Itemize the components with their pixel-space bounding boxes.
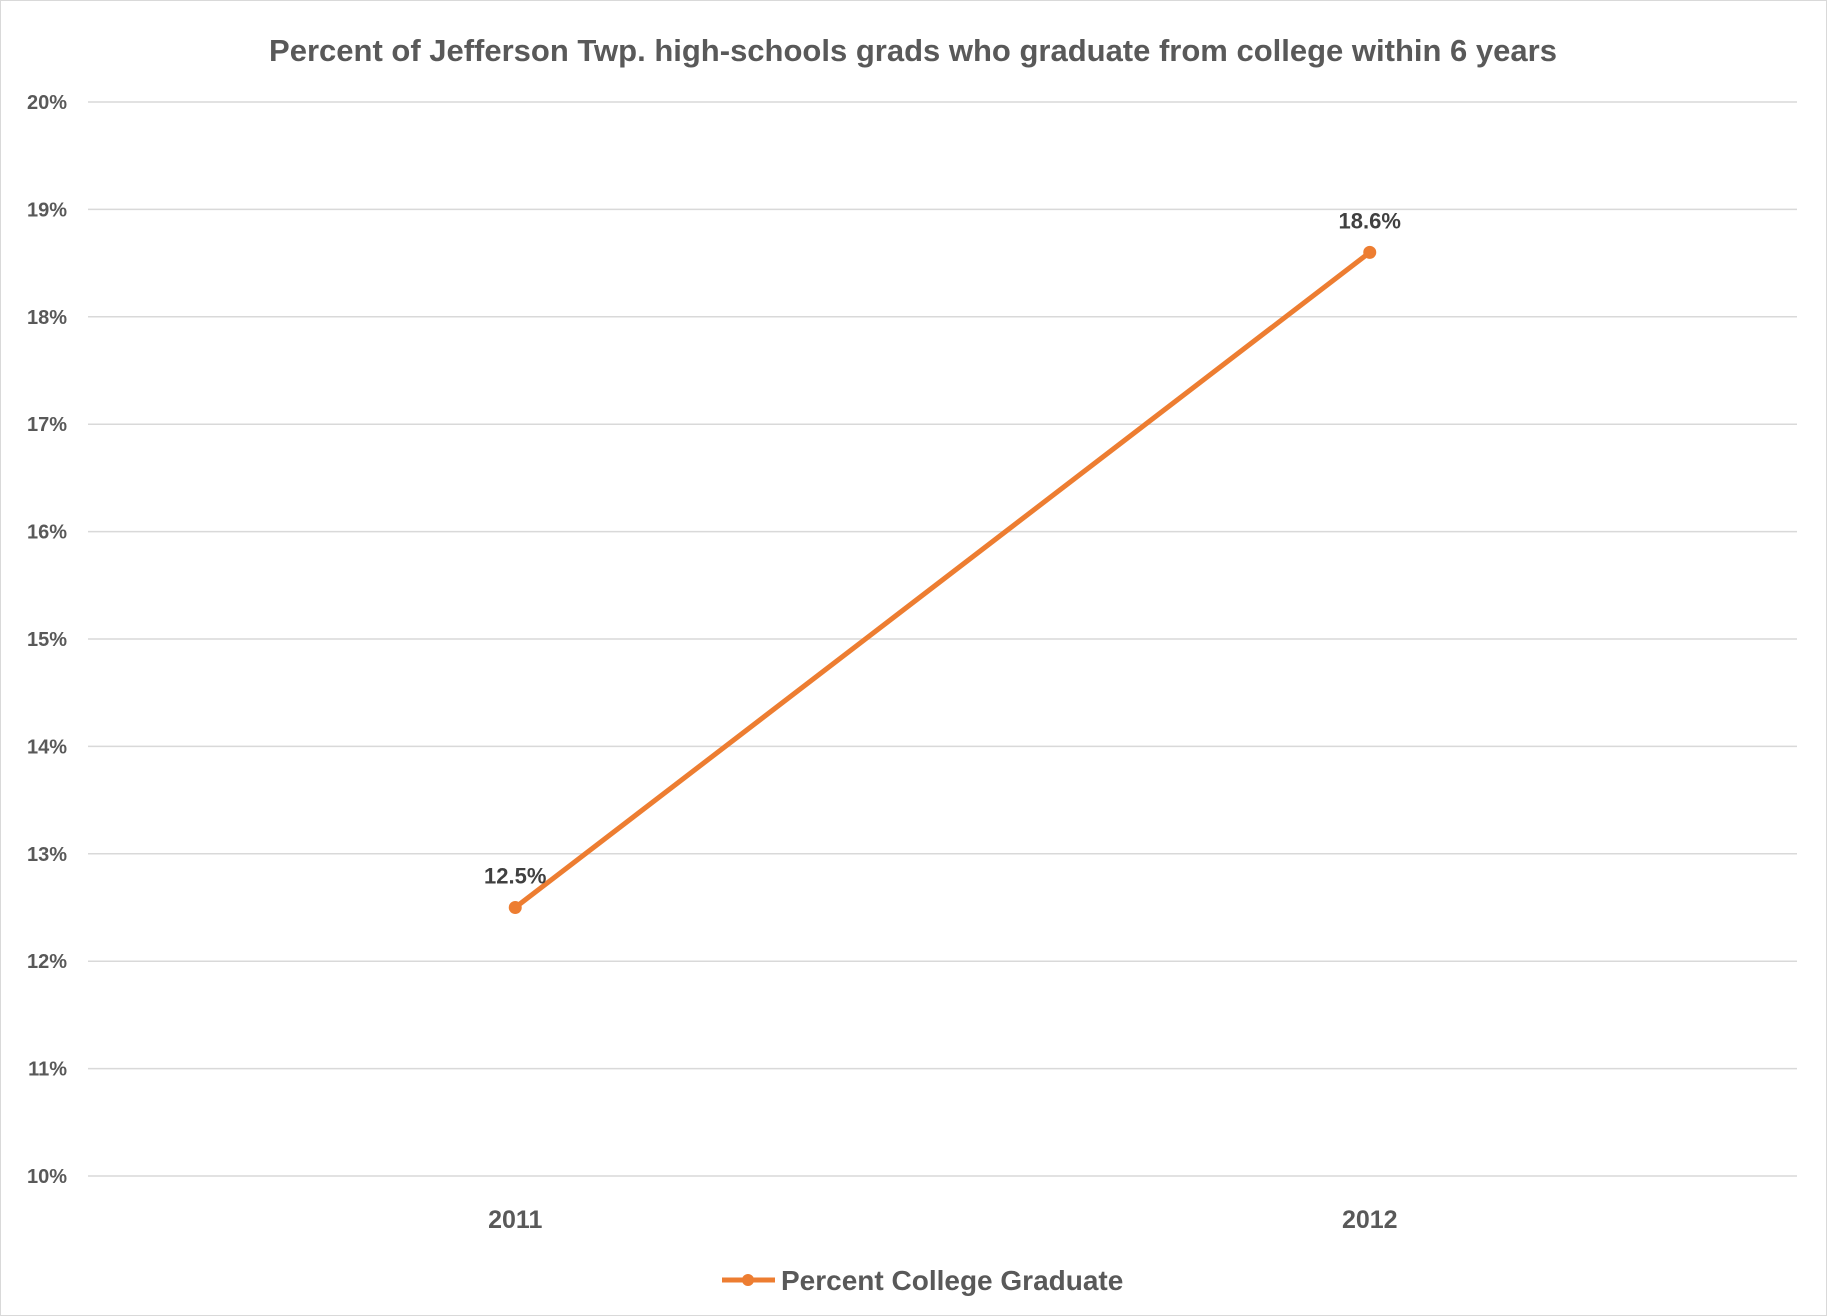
data-label: 12.5%	[484, 864, 546, 889]
series-line	[512, 249, 1373, 910]
y-tick-label: 18%	[27, 307, 67, 329]
y-tick-label: 11%	[28, 1059, 67, 1081]
data-points	[508, 245, 1377, 914]
gridlines	[88, 101, 1797, 1177]
legend-point-marker	[742, 1274, 754, 1286]
legend-entry-label: Percent College Graduate	[781, 1265, 1123, 1296]
chart-title: Percent of Jefferson Twp. high-schools g…	[269, 33, 1557, 68]
y-tick-label: 10%	[27, 1166, 67, 1188]
y-tick-label: 17%	[27, 414, 67, 436]
data-point	[1363, 245, 1377, 259]
legend: Percent College Graduate	[722, 1265, 1123, 1296]
y-tick-label: 13%	[27, 844, 67, 866]
x-axis-tick-labels: 2011 2012	[488, 1206, 1397, 1234]
data-labels: 12.5% 18.6%	[484, 208, 1401, 888]
y-tick-label: 14%	[27, 736, 67, 758]
y-tick-label: 15%	[27, 629, 67, 651]
series-lines	[512, 249, 1373, 910]
data-point	[508, 901, 522, 914]
x-tick-label: 2012	[1342, 1206, 1398, 1234]
y-axis-tick-labels: 10% 11% 12% 13% 14% 15% 16% 17% 18% 19% 20%	[27, 92, 67, 1188]
y-tick-label: 19%	[27, 199, 67, 221]
y-tick-label: 20%	[27, 92, 67, 114]
x-tick-label: 2011	[488, 1206, 542, 1234]
y-tick-label: 12%	[27, 951, 67, 973]
y-tick-label: 16%	[27, 522, 67, 544]
data-label: 18.6%	[1339, 208, 1401, 233]
